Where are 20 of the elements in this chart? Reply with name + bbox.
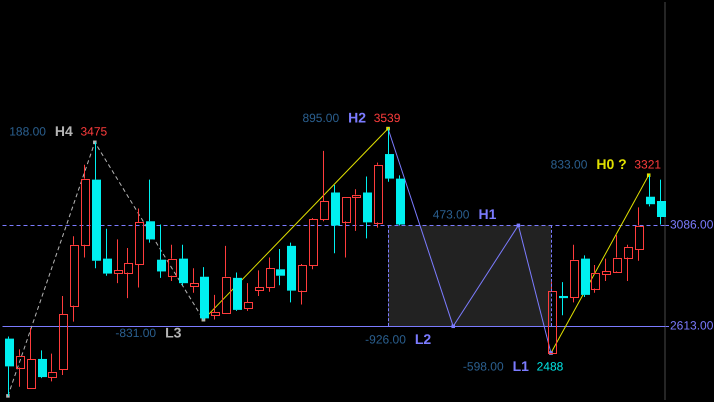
annotation: 3321 [634,157,662,172]
y-tick-label: 2613.00 [670,318,714,333]
annotation: -598.00 [462,359,504,374]
annotation: 473.00 [432,208,470,222]
annotation: 188.00 [9,124,46,139]
annotation: 895.00 [302,110,340,125]
annotation: 2488 [536,359,564,374]
data-label: L1 [512,358,530,374]
annotation: -831.00 [115,326,156,340]
data-label: H2 [348,110,366,126]
annotation: -926.00 [365,332,406,347]
y-tick-label: 3086.00 [670,218,714,232]
data-label: H4 [54,123,74,140]
annotation: 833.00 [550,157,588,172]
data-label: L2 [414,331,432,348]
data-label: L3 [165,324,182,341]
data-label: H1 [478,206,497,222]
data-label: H0 ? [596,156,627,172]
annotation: 3475 [80,124,108,139]
annotation: 3539 [374,110,401,125]
